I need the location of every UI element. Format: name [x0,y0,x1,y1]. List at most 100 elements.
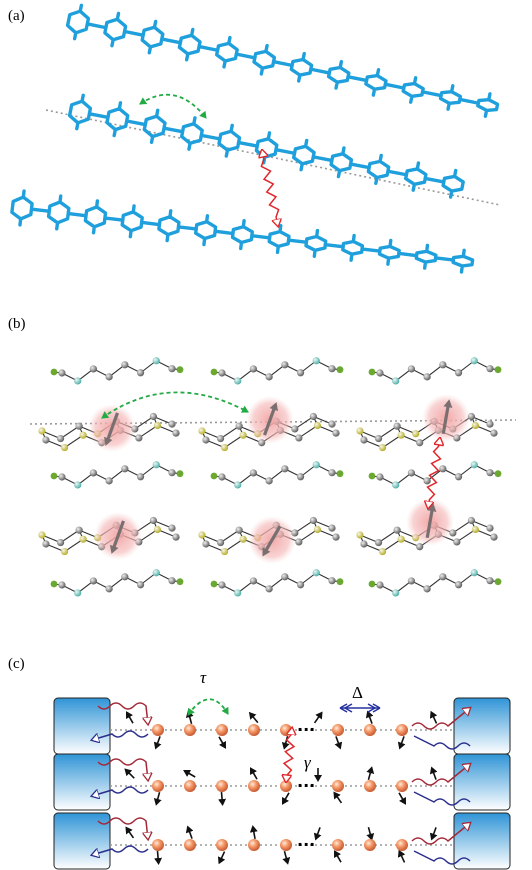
intra-hop-arrow [139,93,207,119]
lattice-site [184,724,196,736]
spin-arrow [185,825,194,839]
spin-chains: ··· ··· ··· [53,697,511,870]
delta-marker [339,703,381,713]
left-reservoir [53,697,111,755]
stack-axis-line [45,109,501,206]
tau-hop-arrow [187,698,229,716]
hop-arrow-b [101,391,249,419]
spin-arrow [153,791,162,806]
spin-arrow [249,825,258,840]
lattice-site [280,839,292,851]
lattice-site [248,724,260,736]
panel-a: (a) [8,3,501,274]
molecule-chain-top [65,3,500,118]
spin-arrow [429,766,438,780]
spin-arrow [429,827,438,841]
molecule-small [50,461,184,489]
lattice-site [152,724,164,736]
right-inject-wave [411,823,470,845]
lattice-site [184,780,196,792]
spin-chain-row: ··· [53,753,511,811]
spin-glow [248,516,296,564]
molecule-small [210,461,344,489]
inter-coupling-arrow [261,150,278,226]
panel-c-label: (c) [8,656,25,672]
spin-arrow [153,736,162,750]
chain-ellipsis: ··· [297,835,315,854]
spin-arrow [397,849,406,863]
lattice-site [248,780,260,792]
spin-arrow [366,766,375,781]
spin-arrow [398,792,406,805]
left-inject-wave [97,817,148,839]
spin-arrow [218,791,227,806]
spin-chain-row: ··· [53,697,511,755]
panel-c: (c) ··· ··· ··· τ γ Δ [8,656,511,870]
spin-arrow [333,791,343,804]
left-reservoir [53,753,111,811]
right-extract-wave [413,791,471,806]
tau-symbol: τ [200,668,207,687]
molecule-small [368,461,502,489]
spin-arrow [124,768,135,779]
right-inject-wave [411,764,470,786]
spin-arrow [365,710,374,724]
spin-arrow [429,710,438,724]
spin-glow [246,396,294,444]
spin-arrow [282,850,291,865]
lattice-site [364,839,376,851]
chain-ellipsis: ··· [297,776,315,795]
chain-ellipsis: ··· [297,720,315,739]
spin-arrow [126,711,134,724]
panel-b: (b) [8,316,517,597]
molecule-small [368,357,502,385]
left-extract-wave [92,786,149,796]
panel-b-label: (b) [8,316,26,332]
lattice-site [332,780,344,792]
molecule-small [210,357,344,385]
lattice-site [364,724,376,736]
panel-a-label: (a) [8,8,25,24]
spin-glow [88,404,136,452]
spin-arrow [334,850,342,863]
spin-arrow [281,735,290,750]
left-inject-wave [97,702,148,724]
right-extract-wave [413,850,471,865]
spin-glow [406,498,454,546]
spin-arrow [334,736,343,750]
right-reservoir [453,697,511,755]
left-reservoir [53,812,111,870]
lattice-site [216,839,228,851]
spin-arrow [248,711,259,724]
right-reservoir [453,812,511,870]
spin-arrow [397,736,406,750]
lattice-site [396,839,408,851]
spin-arrow [282,792,290,805]
lattice-site [364,780,376,792]
lattice-site [216,724,228,736]
molecule-stack [198,516,340,556]
lattice-site [248,839,260,851]
molecule-small [50,569,184,597]
molecule-small [368,569,502,597]
spin-arrow [313,711,323,724]
spin-glow [422,394,470,442]
left-extract-wave [92,845,149,855]
molecule-chain-bottom [10,189,475,274]
spin-arrow [183,769,196,778]
lattice-site [152,839,164,851]
lattice-site [152,780,164,792]
molecule-chain-middle [67,93,465,199]
right-extract-wave [413,735,471,750]
lattice-site [332,724,344,736]
molecule-columns [38,357,502,597]
spin-chain-row: ··· [53,812,511,870]
molecule-small [50,357,184,385]
right-reservoir [453,753,511,811]
gamma-coupling-arrow [284,728,294,782]
coupling-arrow-b [428,438,441,508]
lattice-site [332,839,344,851]
spin-arrow [217,851,226,865]
spin-arrow [154,850,163,865]
